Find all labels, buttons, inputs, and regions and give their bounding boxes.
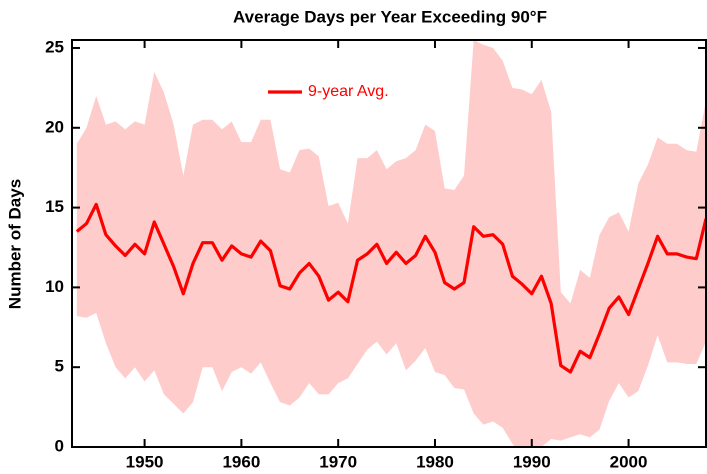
y-tick-label: 25 (45, 37, 64, 56)
axes: 0 5 10 15 20 25 1950 1960 1970 1980 1990 2000 9-year… (45, 37, 707, 471)
plot-frame (71, 39, 707, 448)
x-tick-label: 1970 (319, 452, 357, 471)
x-tick-label: 2000 (610, 452, 648, 471)
legend-label: 9-year Avg. (308, 83, 389, 100)
plot-area (75, 40, 706, 447)
y-tick-label: 0 (55, 436, 64, 455)
x-tick-label: 1990 (513, 452, 551, 471)
data-line (75, 202, 706, 374)
y-tick-label: 10 (45, 277, 64, 296)
x-tick-label: 1950 (126, 452, 164, 471)
x-tick-label: 1960 (222, 452, 260, 471)
y-axis-label: Number of Days (5, 179, 24, 309)
x-tick-label: 1980 (416, 452, 454, 471)
chart-title: Average Days per Year Exceeding 90°F (233, 7, 547, 26)
y-tick-label: 20 (45, 117, 64, 136)
y-tick-label: 5 (55, 357, 64, 376)
y-tick-label: 15 (45, 197, 64, 216)
range-band (76, 40, 706, 447)
